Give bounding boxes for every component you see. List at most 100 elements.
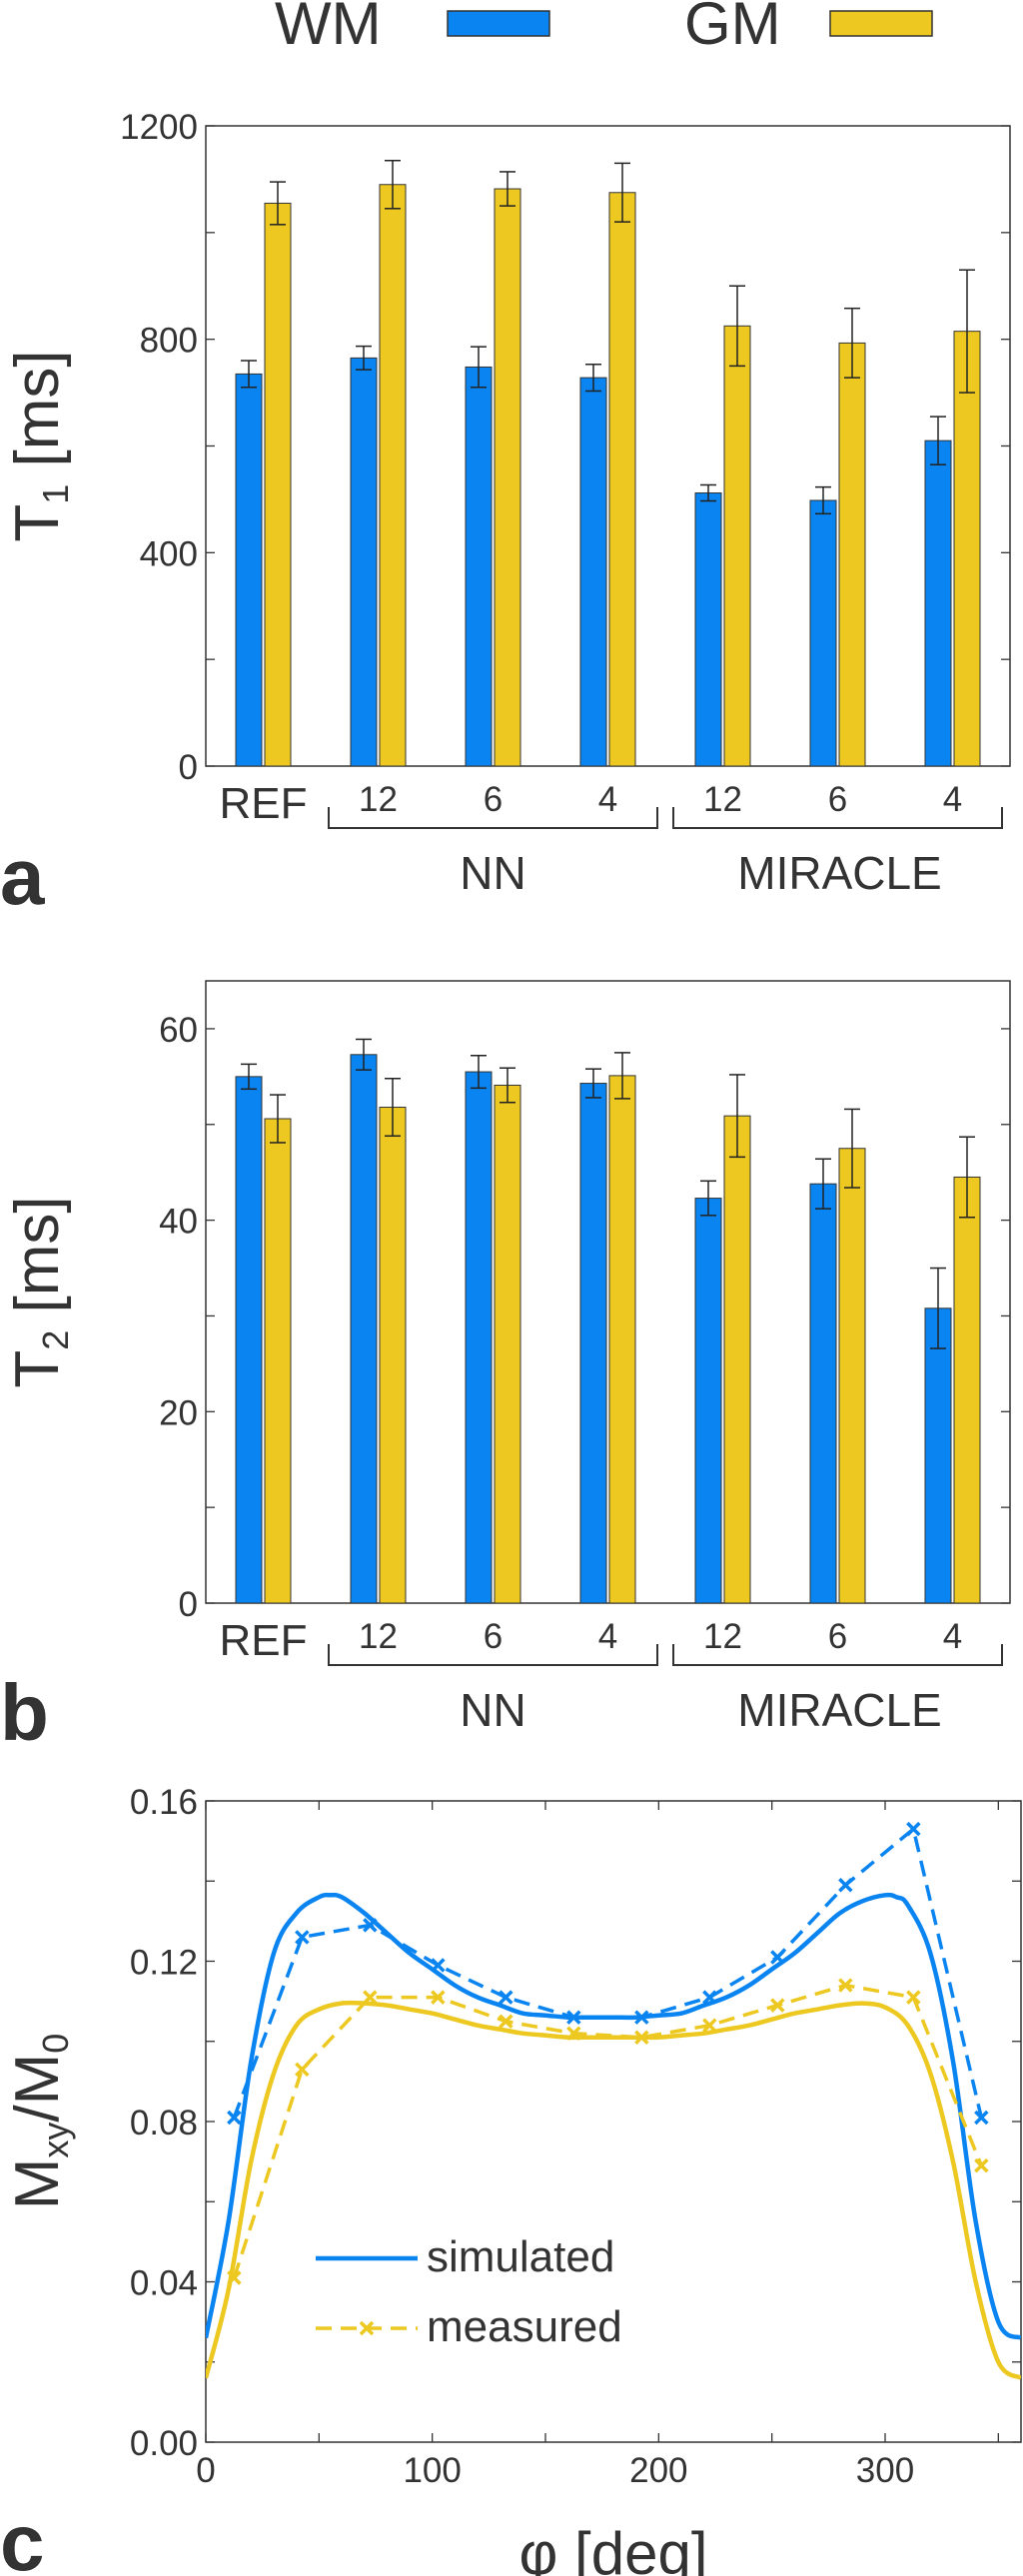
gm-bar: [723, 325, 751, 767]
category-label: 6: [828, 780, 847, 819]
y-tick-label: 0.00: [130, 2424, 198, 2463]
top-legend: WM GM: [275, 0, 933, 57]
gm-measured-point: [227, 2270, 242, 2285]
y-axis-label-subscript: 1: [35, 484, 76, 504]
gm-measured-point: [566, 2026, 581, 2041]
y-tick-label: 1200: [120, 108, 198, 147]
category-label: 6: [484, 780, 503, 819]
wm-bar: [350, 357, 378, 767]
y-axis-label-subscript: xy: [35, 2123, 76, 2158]
wm-measured-point: [295, 1930, 310, 1945]
y-tick-label: 20: [159, 1393, 198, 1432]
group-bracket: [672, 807, 1003, 829]
x-axis-label: φ [deg]: [518, 2520, 707, 2576]
legend-gm-swatch: [829, 10, 933, 37]
wm-bar: [809, 499, 837, 767]
group-label: MIRACLE: [737, 1684, 941, 1736]
wm-bar: [694, 1198, 722, 1604]
gm-bar: [494, 188, 521, 767]
category-label: 12: [359, 1617, 398, 1656]
y-axis-label-symbol: M: [3, 2158, 72, 2210]
category-label: 4: [943, 780, 962, 819]
y-axis-label: Mxy/M0: [3, 2034, 76, 2210]
category-label: 4: [943, 1617, 962, 1656]
legend-measured-marker: [359, 2320, 375, 2336]
y-axis-label-mid: /M: [3, 2054, 72, 2123]
x-tick-label: 200: [629, 2451, 687, 2490]
category-label: 6: [484, 1617, 503, 1656]
y-tick-label: 40: [159, 1203, 198, 1242]
wm-bar: [924, 439, 952, 767]
y-axis-label-subscript: 2: [35, 1330, 76, 1350]
gm-bar: [953, 331, 981, 767]
category-label: 12: [703, 1617, 742, 1656]
legend-simulated-label: simulated: [427, 2232, 614, 2281]
wm-measured-point: [906, 1821, 921, 1837]
category-label: 6: [828, 1617, 847, 1656]
gm-bar: [264, 1118, 292, 1604]
wm-measured-point: [566, 2010, 581, 2025]
gm-measured-point: [499, 2014, 513, 2029]
plot-frame: [205, 980, 1011, 1604]
gm-measured-point: [906, 1990, 921, 2005]
legend-measured-label: measured: [427, 2302, 622, 2351]
legend-wm-swatch: [447, 10, 550, 37]
category-label-ref: REF: [220, 1616, 308, 1665]
wm-measured-point: [431, 1958, 446, 1973]
x-tick-label: 300: [856, 2451, 914, 2490]
category-label: 12: [359, 780, 398, 819]
gm-measured-point: [431, 1990, 446, 2005]
y-axis-label-unit: [ms]: [3, 1196, 72, 1329]
gm-bar: [379, 1107, 407, 1604]
legend-wm-label: WM: [275, 0, 382, 57]
y-tick-label: 0.16: [130, 1783, 198, 1822]
y-axis-label-unit: [ms]: [3, 350, 72, 483]
y-tick-label: 0.04: [130, 2264, 198, 2303]
plot-frame: [205, 125, 1011, 767]
wm-bar: [465, 366, 493, 767]
category-label: 4: [598, 780, 617, 819]
y-axis-label-symbol: T: [3, 1350, 72, 1388]
wm-measured-point: [702, 1990, 717, 2005]
group-bracket: [672, 1644, 1003, 1666]
category-label: 4: [598, 1617, 617, 1656]
wm-bar: [694, 492, 722, 767]
group-bracket: [328, 807, 658, 829]
y-axis-label-symbol: T: [3, 504, 72, 542]
y-axis-label: T2 [ms]: [3, 1196, 76, 1387]
wm-bar: [350, 1054, 378, 1604]
y-axis-label: T1 [ms]: [3, 350, 76, 541]
x-tick-label: 100: [403, 2451, 461, 2490]
x-tick-label: 0: [196, 2451, 215, 2490]
gm-bar: [838, 342, 866, 767]
gm-measured-point: [363, 1990, 378, 2005]
gm-measured-point: [974, 2157, 989, 2173]
category-label-ref: REF: [220, 779, 308, 828]
group-label: NN: [460, 847, 525, 899]
gm-bar: [608, 192, 636, 767]
y-tick-label: 0: [179, 748, 198, 787]
gm-bar: [723, 1115, 751, 1604]
gm-measured-point: [295, 2062, 310, 2078]
y-tick-label: 60: [159, 1011, 198, 1050]
gm-measured-point: [702, 2018, 717, 2033]
y-tick-label: 400: [140, 534, 198, 573]
group-bracket: [328, 1644, 658, 1666]
y-axis-label-subscript-2: 0: [35, 2034, 76, 2054]
gm-simulated-line: [206, 2000, 1021, 2380]
wm-measured-point: [227, 2110, 242, 2126]
wm-measured-point: [634, 2010, 649, 2025]
gm-measured-line: [232, 1983, 983, 2279]
wm-bar: [235, 373, 263, 767]
gm-bar: [379, 184, 407, 767]
gm-bar: [838, 1148, 866, 1604]
wm-measured-point: [838, 1878, 853, 1893]
gm-bar: [953, 1176, 981, 1604]
gm-bar: [494, 1084, 521, 1604]
wm-measured-line: [232, 1825, 984, 2119]
gm-measured-point: [770, 1998, 785, 2013]
y-tick-label: 0.08: [130, 2104, 198, 2143]
